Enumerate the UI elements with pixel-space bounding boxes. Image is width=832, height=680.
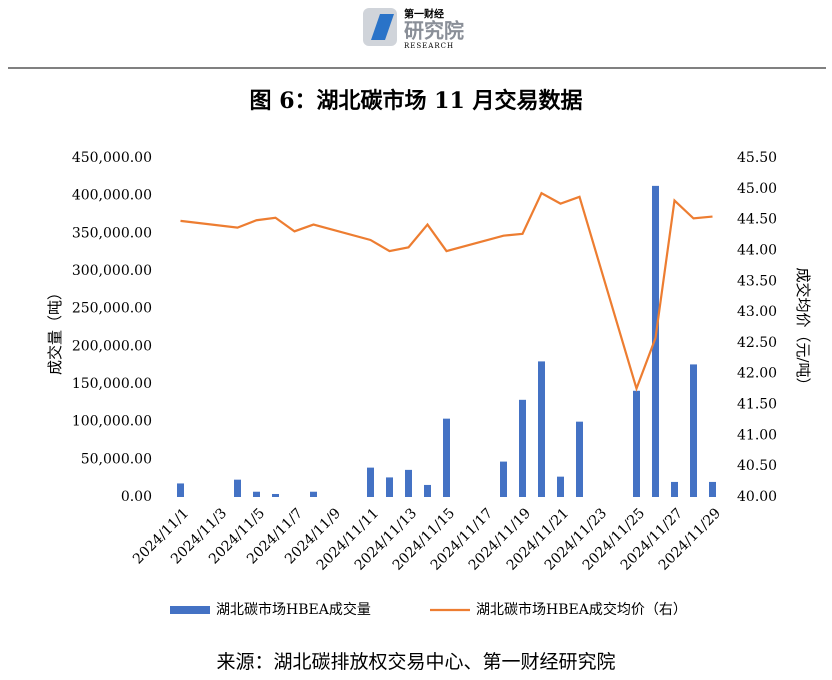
- y-tick-label: 250,000.00: [72, 301, 152, 317]
- bar: [500, 461, 507, 497]
- logo-name: 第一财经: [404, 8, 444, 21]
- y2-axis-title: 成交均价（元/吨）: [794, 267, 812, 392]
- bar: [443, 418, 450, 497]
- bar: [367, 467, 374, 497]
- legend-label: 湖北碳市场HBEA成交均价（右）: [476, 601, 687, 618]
- bar: [310, 491, 317, 497]
- y-tick-label: 450,000.00: [72, 150, 152, 166]
- y2-tick-label: 42.50: [737, 335, 777, 351]
- bar: [253, 491, 260, 497]
- bar: [538, 361, 545, 497]
- bar: [386, 477, 393, 497]
- legend-label: 湖北碳市场HBEA成交量: [216, 601, 371, 618]
- y2-tick-label: 41.50: [737, 397, 777, 413]
- bar: [519, 399, 526, 497]
- logo-mark: [371, 14, 394, 40]
- y2-tick-label: 40.00: [737, 489, 777, 505]
- bar: [690, 364, 697, 497]
- bar: [652, 185, 659, 497]
- logo-subtitle: RESEARCH: [404, 42, 454, 50]
- bar: [576, 421, 583, 497]
- y-tick-label: 400,000.00: [72, 188, 152, 204]
- y2-tick-label: 44.00: [737, 242, 777, 258]
- y2-tick-label: 44.50: [737, 212, 777, 228]
- y2-tick-label: 43.00: [737, 304, 777, 320]
- bar: [234, 479, 241, 497]
- bar: [709, 481, 716, 497]
- y-tick-label: 300,000.00: [72, 263, 152, 279]
- y-tick-label: 200,000.00: [72, 338, 152, 354]
- y2-tick-label: 43.50: [737, 273, 777, 289]
- chart-title: 图 6：湖北碳市场 11 月交易数据: [250, 88, 583, 114]
- y2-tick-label: 45.00: [737, 181, 777, 197]
- y-tick-label: 0.00: [121, 489, 152, 505]
- y-axis-title: 成交量（吨）: [46, 285, 64, 375]
- bar: [405, 469, 412, 497]
- line: [180, 191, 713, 392]
- legend-swatch: [170, 606, 210, 614]
- bar: [272, 493, 279, 497]
- y2-tick-label: 45.50: [737, 150, 777, 166]
- source-note: 来源：湖北碳排放权交易中心、第一财经研究院: [216, 651, 615, 673]
- logo-title: 研究院: [404, 19, 464, 43]
- bar: [177, 483, 184, 497]
- bar: [671, 481, 678, 497]
- y2-tick-label: 42.00: [737, 366, 777, 382]
- y-tick-label: 150,000.00: [72, 376, 152, 392]
- bar: [557, 476, 564, 497]
- bar: [424, 484, 431, 497]
- bar: [633, 390, 640, 497]
- y-tick-label: 50,000.00: [81, 451, 152, 467]
- y2-tick-label: 41.00: [737, 427, 777, 443]
- y2-tick-label: 40.50: [737, 458, 777, 474]
- y-tick-label: 350,000.00: [72, 225, 152, 241]
- y-tick-label: 100,000.00: [72, 414, 152, 430]
